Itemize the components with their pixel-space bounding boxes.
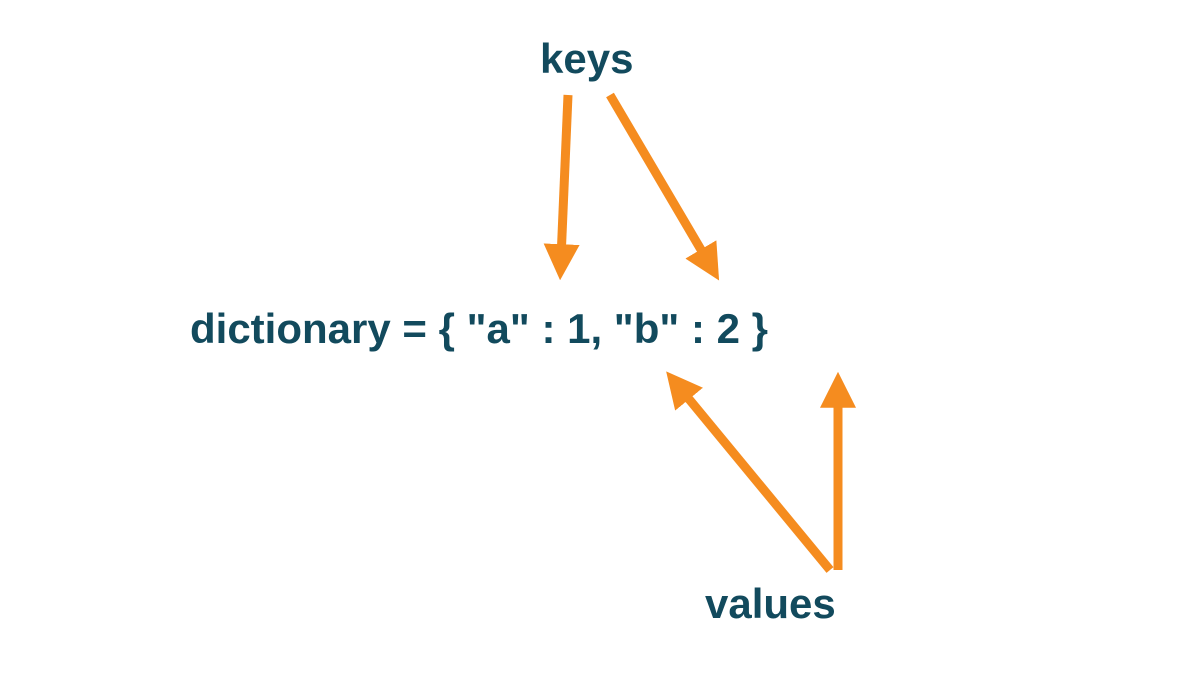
values-label: values [705, 580, 836, 628]
dictionary-code: dictionary = { "a" : 1, "b" : 2 } [190, 305, 768, 353]
arrow [561, 95, 568, 264]
dictionary-code-text: dictionary = { "a" : 1, "b" : 2 } [190, 305, 768, 352]
keys-label-text: keys [540, 35, 633, 82]
keys-label: keys [540, 35, 633, 83]
arrow [610, 95, 711, 266]
arrow [676, 384, 830, 570]
values-label-text: values [705, 580, 836, 627]
